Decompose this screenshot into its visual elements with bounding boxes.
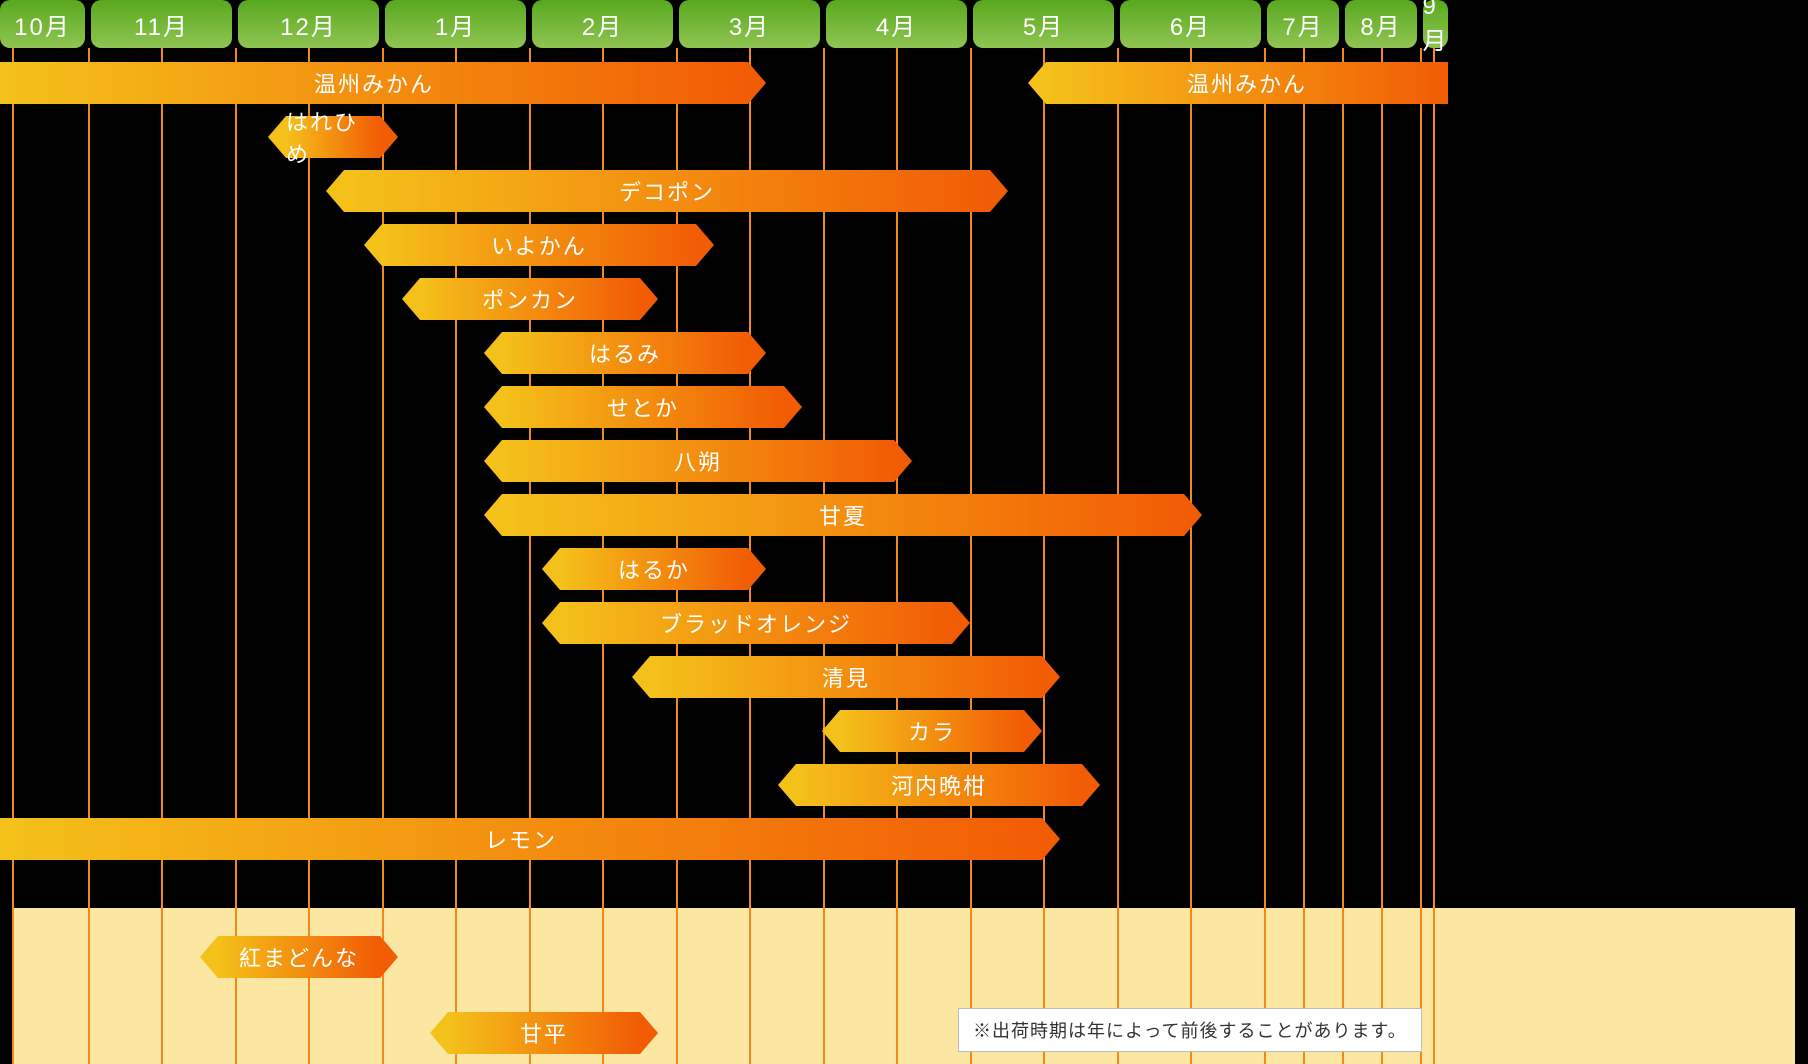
- month-header-cell: 6月: [1120, 0, 1261, 48]
- season-bar: いよかん: [382, 224, 696, 266]
- bar-arrow-left: [484, 494, 502, 536]
- gridline: [88, 48, 90, 1064]
- season-bar: はれひめ: [286, 116, 380, 158]
- season-bar: カラ: [840, 710, 1024, 752]
- gridline: [235, 48, 237, 1064]
- season-bar: せとか: [502, 386, 784, 428]
- bar-arrow-right: [784, 386, 802, 428]
- bar-arrow-right: [1082, 764, 1100, 806]
- gridline: [1342, 48, 1344, 1064]
- season-bar: はるか: [560, 548, 748, 590]
- bar-arrow-left: [364, 224, 382, 266]
- bar-arrow-left: [778, 764, 796, 806]
- footnote-text: ※出荷時期は年によって前後することがあります。: [973, 1021, 1407, 1041]
- month-header-cell: 3月: [679, 0, 820, 48]
- bar-arrow-left: [200, 936, 218, 978]
- bar-arrow-right: [1024, 710, 1042, 752]
- gridline: [1264, 48, 1266, 1064]
- bar-arrow-right: [640, 1012, 658, 1054]
- bar-arrow-right: [748, 548, 766, 590]
- season-bar: レモン: [0, 818, 1042, 860]
- gridline: [1381, 48, 1383, 1064]
- bar-arrow-left: [268, 116, 286, 158]
- season-bar: デコポン: [344, 170, 990, 212]
- gridline: [1433, 48, 1435, 1064]
- bar-arrow-right: [1042, 656, 1060, 698]
- season-bar: 八朔: [502, 440, 894, 482]
- bar-arrow-right: [380, 936, 398, 978]
- season-bar: ブラッドオレンジ: [560, 602, 952, 644]
- season-bar: 温州みかん: [0, 62, 748, 104]
- bar-arrow-right: [640, 278, 658, 320]
- season-bar: 甘平: [448, 1012, 640, 1054]
- season-bar: ポンカン: [420, 278, 640, 320]
- bar-arrow-right: [748, 62, 766, 104]
- bar-arrow-right: [990, 170, 1008, 212]
- season-bar: 紅まどんな: [218, 936, 380, 978]
- month-header-cell: 4月: [826, 0, 967, 48]
- month-header-cell: 11月: [91, 0, 232, 48]
- gridline: [161, 48, 163, 1064]
- season-bar: はるみ: [502, 332, 748, 374]
- bar-arrow-right: [1042, 818, 1060, 860]
- month-header-cell: 7月: [1267, 0, 1339, 48]
- bar-arrow-left: [430, 1012, 448, 1054]
- season-bar: 甘夏: [502, 494, 1184, 536]
- bar-arrow-left: [822, 710, 840, 752]
- bar-arrow-left: [542, 602, 560, 644]
- bar-arrow-left: [542, 548, 560, 590]
- bar-arrow-left: [632, 656, 650, 698]
- bar-arrow-left: [484, 386, 502, 428]
- citrus-season-gantt: 10月11月12月1月2月3月4月5月6月7月8月9月 温州みかん 温州みかんはれ…: [0, 0, 1808, 1064]
- gridline: [1303, 48, 1305, 1064]
- gridline: [1117, 48, 1119, 1064]
- bar-arrow-left: [326, 170, 344, 212]
- month-header-cell: 8月: [1345, 0, 1417, 48]
- bar-arrow-right: [952, 602, 970, 644]
- month-header-row: 10月11月12月1月2月3月4月5月6月7月8月9月: [0, 0, 1808, 48]
- month-header-cell: 1月: [385, 0, 526, 48]
- footnote: ※出荷時期は年によって前後することがあります。: [958, 1008, 1422, 1052]
- month-header-cell: 9月: [1423, 0, 1448, 48]
- bar-arrow-left: [484, 332, 502, 374]
- bar-arrow-right: [894, 440, 912, 482]
- month-header-cell: 2月: [532, 0, 673, 48]
- bar-arrow-left: [1028, 62, 1046, 104]
- month-header-cell: 10月: [0, 0, 85, 48]
- month-header-cell: 12月: [238, 0, 379, 48]
- bar-arrow-right: [748, 332, 766, 374]
- season-bar: 河内晩柑: [796, 764, 1082, 806]
- bar-arrow-right: [1184, 494, 1202, 536]
- gridline: [12, 48, 14, 1064]
- month-header-cell: 5月: [973, 0, 1114, 48]
- bar-arrow-right: [696, 224, 714, 266]
- lower-band: [12, 908, 1795, 1064]
- bar-arrow-left: [402, 278, 420, 320]
- bar-arrow-left: [484, 440, 502, 482]
- gridline: [1043, 48, 1045, 1064]
- bar-arrow-right: [380, 116, 398, 158]
- season-bar: 清見: [650, 656, 1042, 698]
- gridline: [1190, 48, 1192, 1064]
- gridline: [308, 48, 310, 1064]
- gridline: [1420, 48, 1422, 1064]
- season-bar: 温州みかん: [1046, 62, 1448, 104]
